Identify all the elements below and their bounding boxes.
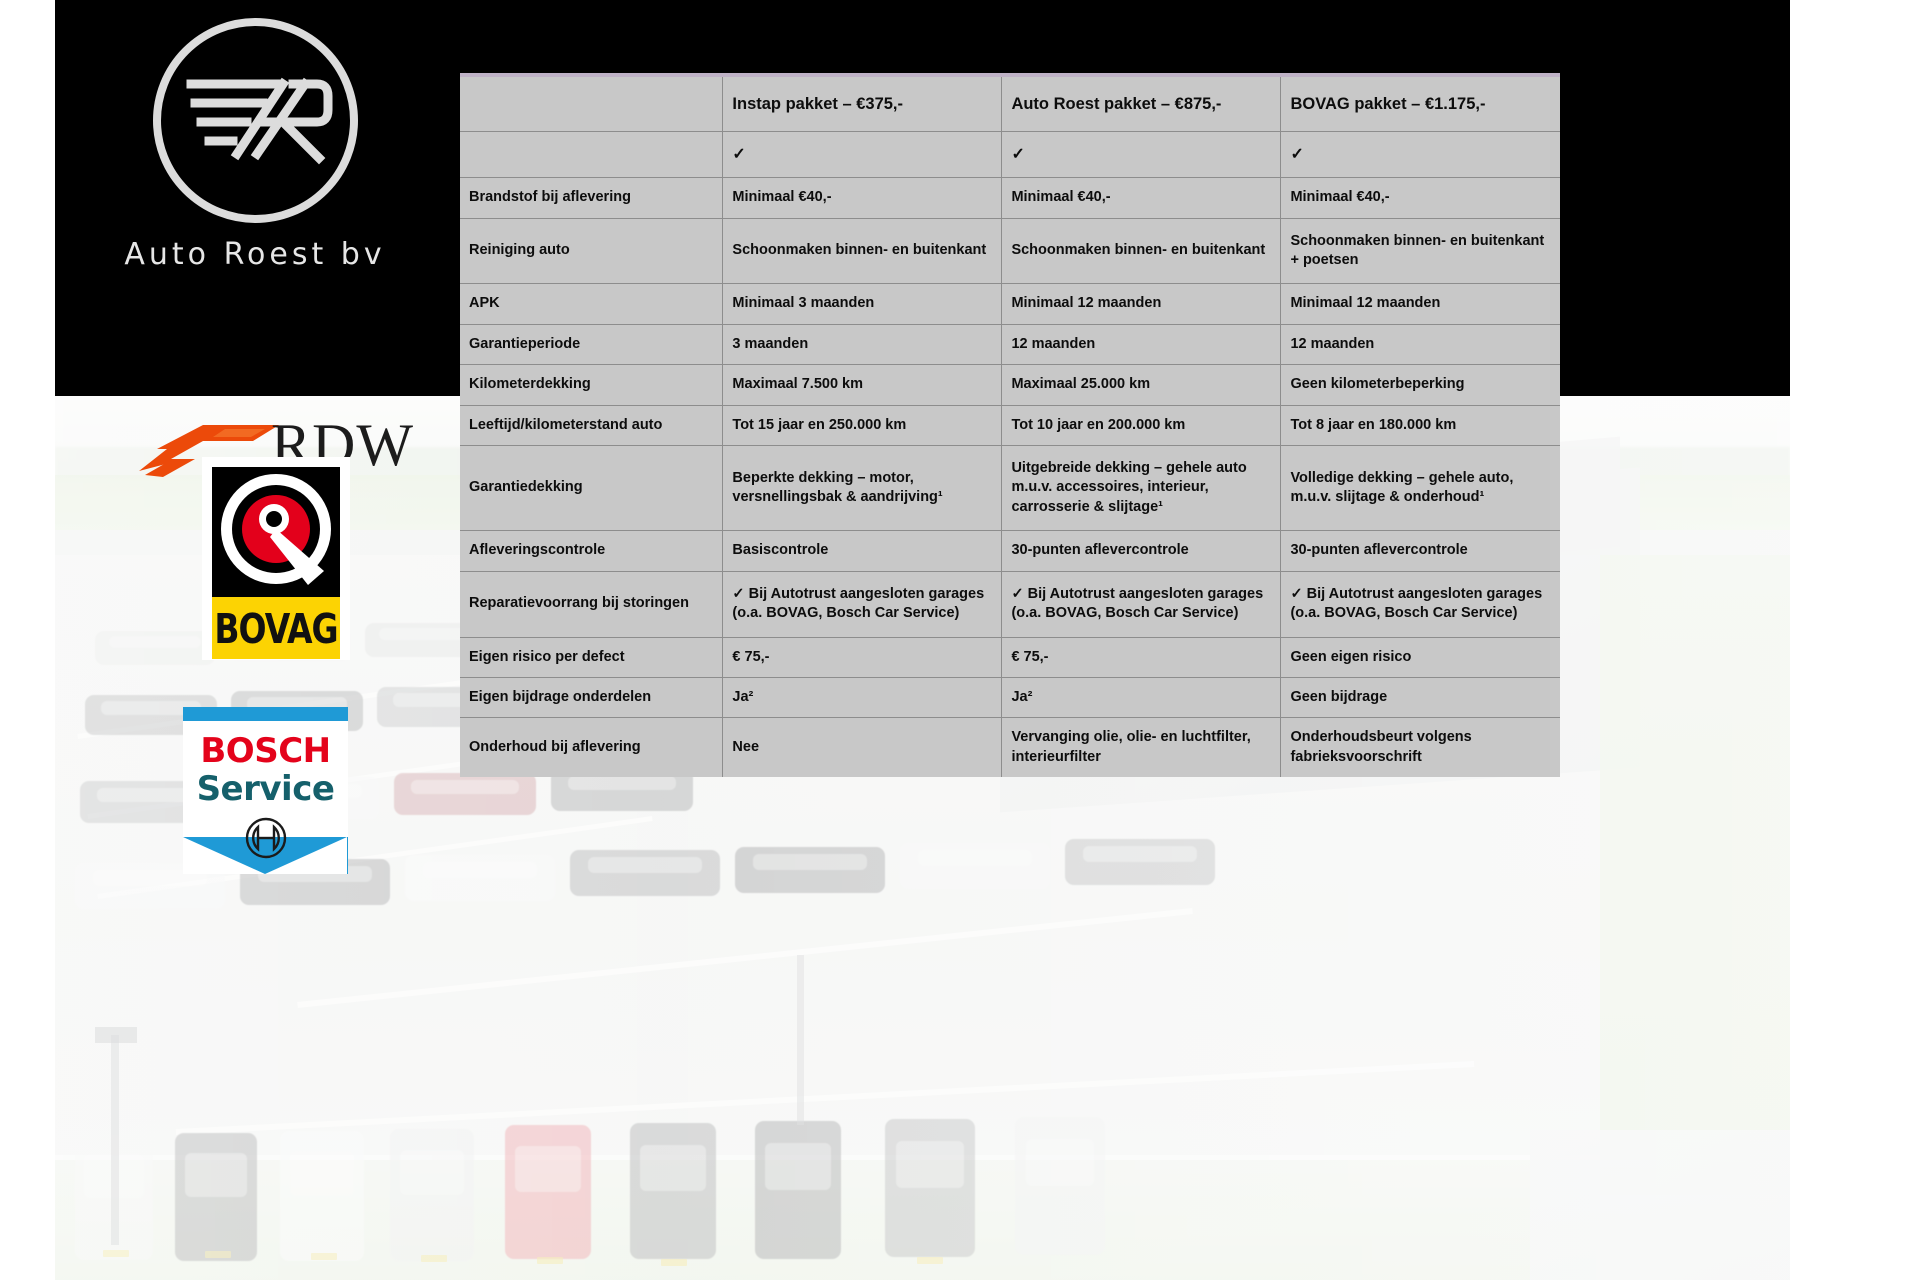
- row-label: Brandstof bij aflevering: [460, 177, 724, 219]
- column-header-bovag: BOVAG pakket – €1.175,-: [1280, 73, 1560, 133]
- row-cell-bovag: Geen bijdrage: [1280, 677, 1560, 719]
- row-label: Eigen bijdrage onderdelen: [460, 677, 724, 719]
- row-cell-auto-roest: € 75,-: [1001, 637, 1282, 679]
- bosch-service-logo: BOSCH Service: [183, 707, 348, 874]
- auto-roest-logo: Auto Roest bv: [95, 18, 415, 318]
- row-cell-auto-roest: 30-punten aflevercontrole: [1001, 530, 1282, 572]
- document-sheet: Auto Roest bv RDW: [55, 0, 1790, 1280]
- check-icon-bovag: ✓: [1280, 131, 1560, 179]
- row-label: APK: [460, 283, 724, 325]
- row-label: Afleveringscontrole: [460, 530, 724, 572]
- row-label: Garantieperiode: [460, 324, 724, 366]
- row-cell-bovag: 30-punten aflevercontrole: [1280, 530, 1560, 572]
- row-label: Kilometerdekking: [460, 364, 724, 406]
- row-label: Eigen risico per defect: [460, 637, 724, 679]
- check-row-label: [460, 131, 724, 179]
- row-label: Reparatievoorrang bij storingen: [460, 571, 724, 638]
- ar-monogram-icon: [186, 77, 332, 165]
- table-row: Reiniging auto Schoonmaken binnen- en bu…: [460, 218, 1560, 285]
- table-row: APK Minimaal 3 maanden Minimaal 12 maand…: [460, 283, 1560, 325]
- bovag-logo: BOVAG: [202, 457, 350, 660]
- column-header-blank: [460, 73, 724, 133]
- row-cell-auto-roest: Minimaal 12 maanden: [1001, 283, 1282, 325]
- auto-roest-logo-mark: [152, 18, 358, 223]
- row-cell-auto-roest: Maximaal 25.000 km: [1001, 364, 1282, 406]
- row-cell-bovag: Geen eigen risico: [1280, 637, 1560, 679]
- row-cell-auto-roest: Ja²: [1001, 677, 1282, 719]
- bovag-mark-icon: [212, 467, 340, 597]
- row-cell-auto-roest: Uitgebreide dekking – gehele auto m.u.v.…: [1001, 445, 1282, 532]
- row-cell-instap: 3 maanden: [722, 324, 1003, 366]
- table-row: Garantiedekking Beperkte dekking – motor…: [460, 445, 1560, 532]
- bovag-wordmark: BOVAG: [212, 597, 340, 659]
- bosch-emblem-icon: [245, 817, 287, 859]
- row-cell-bovag: Schoonmaken binnen- en buitenkant + poet…: [1280, 218, 1560, 285]
- table-check-row: ✓ ✓ ✓: [460, 131, 1560, 179]
- table-row: Afleveringscontrole Basiscontrole 30-pun…: [460, 530, 1560, 572]
- row-cell-instap: ✓ Bij Autotrust aangesloten garages (o.a…: [722, 571, 1003, 638]
- row-cell-instap: Ja²: [722, 677, 1003, 719]
- row-cell-bovag: Minimaal 12 maanden: [1280, 283, 1560, 325]
- bovag-text: BOVAG: [214, 603, 338, 653]
- row-cell-bovag: 12 maanden: [1280, 324, 1560, 366]
- row-label: Reiniging auto: [460, 218, 724, 285]
- table-row: Leeftijd/kilometerstand auto Tot 15 jaar…: [460, 405, 1560, 447]
- row-cell-auto-roest: Tot 10 jaar en 200.000 km: [1001, 405, 1282, 447]
- row-cell-instap: Basiscontrole: [722, 530, 1003, 572]
- row-cell-instap: Tot 15 jaar en 250.000 km: [722, 405, 1003, 447]
- table-row: Kilometerdekking Maximaal 7.500 km Maxim…: [460, 364, 1560, 406]
- row-cell-auto-roest: 12 maanden: [1001, 324, 1282, 366]
- table-row: Eigen risico per defect € 75,- € 75,- Ge…: [460, 637, 1560, 679]
- warranty-package-comparison-table: Instap pakket – €375,- Auto Roest pakket…: [460, 73, 1560, 778]
- bosch-wordmark: BOSCH: [200, 731, 331, 771]
- row-cell-instap: Minimaal €40,-: [722, 177, 1003, 219]
- row-cell-bovag: Geen kilometerbeperking: [1280, 364, 1560, 406]
- row-label: Garantiedekking: [460, 445, 724, 532]
- table-row: Eigen bijdrage onderdelen Ja² Ja² Geen b…: [460, 677, 1560, 719]
- row-cell-auto-roest: Minimaal €40,-: [1001, 177, 1282, 219]
- row-cell-bovag: ✓ Bij Autotrust aangesloten garages (o.a…: [1280, 571, 1560, 638]
- table-row: Onderhoud bij aflevering Nee Vervanging …: [460, 717, 1560, 778]
- table-row: Brandstof bij aflevering Minimaal €40,- …: [460, 177, 1560, 219]
- table-row: Garantieperiode 3 maanden 12 maanden 12 …: [460, 324, 1560, 366]
- row-cell-instap: Beperkte dekking – motor, versnellingsba…: [722, 445, 1003, 532]
- table-header-row: Instap pakket – €375,- Auto Roest pakket…: [460, 73, 1560, 133]
- row-cell-instap: Nee: [722, 717, 1003, 778]
- row-cell-instap: Schoonmaken binnen- en buitenkant: [722, 218, 1003, 285]
- comparison-table: Instap pakket – €375,- Auto Roest pakket…: [460, 73, 1560, 778]
- auto-roest-logo-text: Auto Roest bv: [124, 237, 386, 272]
- row-cell-bovag: Volledige dekking – gehele auto, m.u.v. …: [1280, 445, 1560, 532]
- column-header-instap: Instap pakket – €375,-: [722, 73, 1003, 133]
- row-cell-instap: Maximaal 7.500 km: [722, 364, 1003, 406]
- row-cell-bovag: Minimaal €40,-: [1280, 177, 1560, 219]
- rdw-arrow-icon: [139, 425, 279, 477]
- row-cell-instap: € 75,-: [722, 637, 1003, 679]
- row-cell-auto-roest: Vervanging olie, olie- en luchtfilter, i…: [1001, 717, 1282, 778]
- row-cell-auto-roest: ✓ Bij Autotrust aangesloten garages (o.a…: [1001, 571, 1282, 638]
- table-row: Reparatievoorrang bij storingen ✓ Bij Au…: [460, 571, 1560, 638]
- row-cell-instap: Minimaal 3 maanden: [722, 283, 1003, 325]
- row-cell-bovag: Tot 8 jaar en 180.000 km: [1280, 405, 1560, 447]
- row-cell-bovag: Onderhoudsbeurt volgens fabrieksvoorschr…: [1280, 717, 1560, 778]
- row-label: Leeftijd/kilometerstand auto: [460, 405, 724, 447]
- row-cell-auto-roest: Schoonmaken binnen- en buitenkant: [1001, 218, 1282, 285]
- column-header-auto-roest: Auto Roest pakket – €875,-: [1001, 73, 1282, 133]
- check-icon-auto-roest: ✓: [1001, 131, 1282, 179]
- row-label: Onderhoud bij aflevering: [460, 717, 724, 778]
- check-icon-instap: ✓: [722, 131, 1003, 179]
- bosch-service-wordmark: Service: [196, 769, 335, 809]
